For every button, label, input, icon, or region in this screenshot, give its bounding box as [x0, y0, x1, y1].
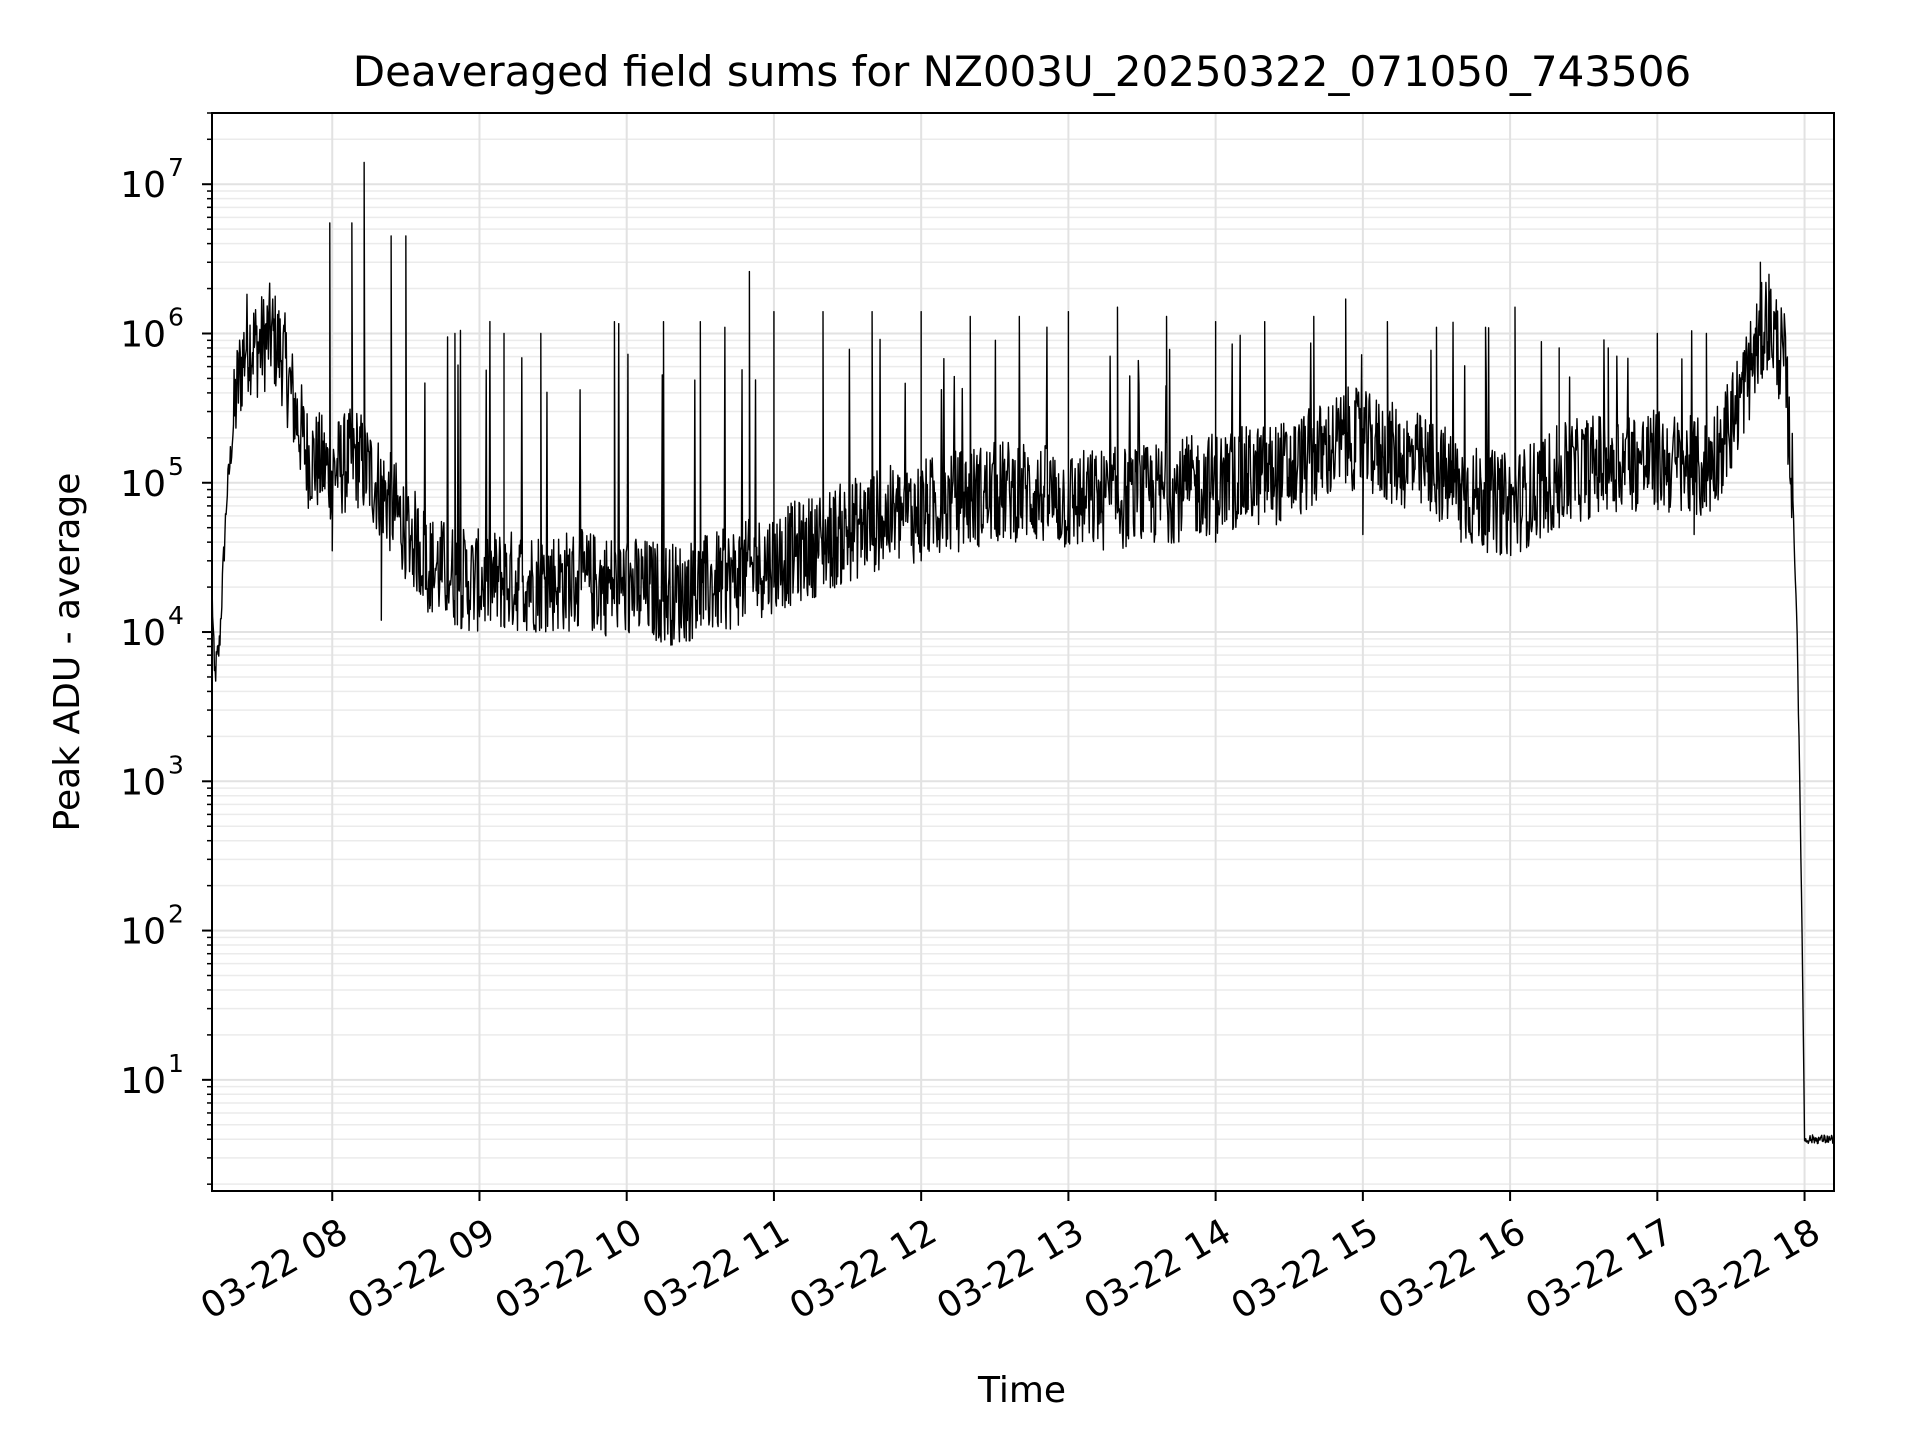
x-axis-label: Time — [977, 1370, 1066, 1411]
y-tick-label: 10 — [120, 762, 166, 803]
y-tick-label: 10 — [120, 464, 166, 505]
y-tick-label: 10 — [120, 165, 166, 206]
y-tick-exponent: 5 — [168, 452, 184, 481]
series-layer — [212, 161, 1834, 1145]
major-grid — [212, 113, 1834, 1191]
chart-title: Deaveraged field sums for NZ003U_2025032… — [353, 47, 1691, 96]
plot-area — [212, 161, 1834, 1145]
y-tick-exponent: 2 — [168, 900, 184, 929]
y-tick-label: 10 — [120, 613, 166, 654]
y-tick-exponent: 1 — [168, 1049, 184, 1078]
y-tick-exponent: 6 — [168, 302, 184, 331]
y-axis-label: Peak ADU - average — [47, 473, 88, 832]
y-tick-exponent: 4 — [168, 601, 184, 630]
y-tick-label: 10 — [120, 912, 166, 953]
y-tick-label: 10 — [120, 1061, 166, 1102]
y-tick-exponent: 7 — [168, 153, 184, 182]
axes-frame — [211, 112, 1835, 1192]
y-tick-exponent: 3 — [168, 750, 184, 779]
y-tick-label: 10 — [120, 314, 166, 355]
series-line — [212, 161, 1834, 1145]
